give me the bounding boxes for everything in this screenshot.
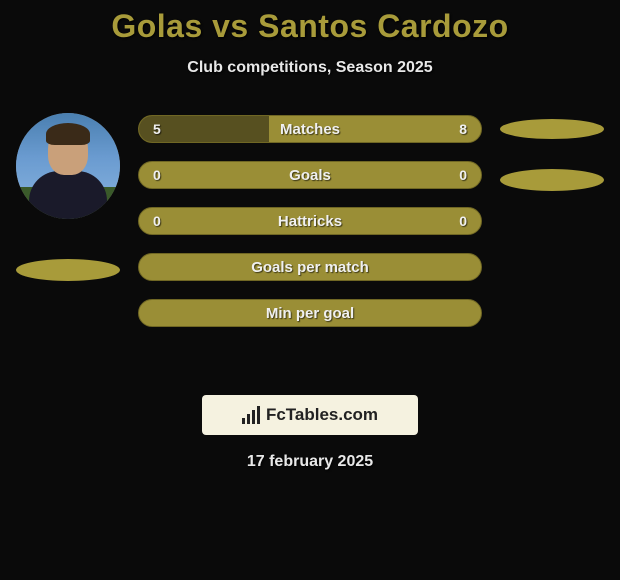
stat-value-left: 5 [153,121,161,137]
player-left-shadow [16,259,120,281]
stat-bars: 5 8 Matches 0 0 Goals 0 0 Hattricks Goals per mat… [138,115,482,327]
player-right-shadow-top [500,119,604,139]
player-left-avatar [16,113,120,219]
stat-label: Goals per match [251,259,369,276]
stat-value-right: 0 [459,167,467,183]
stat-bar: 0 0 Goals [138,161,482,189]
stat-label: Hattricks [278,213,342,230]
brand-logo[interactable]: FcTables.com [202,395,418,435]
stat-value-left: 0 [153,213,161,229]
stat-bar: 0 0 Hattricks [138,207,482,235]
comparison-panel: 5 8 Matches 0 0 Goals 0 0 Hattricks Goals per mat… [0,115,620,375]
page-title: Golas vs Santos Cardozo [0,8,620,45]
stat-value-right: 0 [459,213,467,229]
date-text: 17 february 2025 [0,453,620,471]
stat-bar: Min per goal [138,299,482,327]
player-right-column [492,113,612,191]
player-right-shadow-bottom [500,169,604,191]
subtitle: Club competitions, Season 2025 [0,59,620,77]
brand-text: FcTables.com [266,405,378,425]
stat-bar: Goals per match [138,253,482,281]
stat-label: Goals [289,167,331,184]
stat-value-left: 0 [153,167,161,183]
player-left-column [8,113,128,281]
stat-label: Min per goal [266,305,354,322]
stat-value-right: 8 [459,121,467,137]
stat-bar: 5 8 Matches [138,115,482,143]
bar-chart-icon [242,406,260,424]
stat-label: Matches [280,121,340,138]
